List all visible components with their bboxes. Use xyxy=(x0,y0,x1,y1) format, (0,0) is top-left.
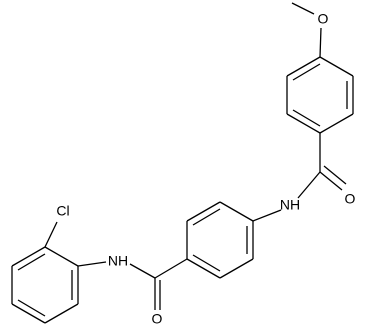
atom-label: O xyxy=(152,311,163,327)
atom-label: O xyxy=(345,191,356,207)
atom-label: NH xyxy=(280,197,300,213)
atom-label: NH xyxy=(108,253,128,269)
atom-label: O xyxy=(318,11,329,27)
atom-label: Cl xyxy=(56,203,69,219)
bonds xyxy=(11,2,354,324)
